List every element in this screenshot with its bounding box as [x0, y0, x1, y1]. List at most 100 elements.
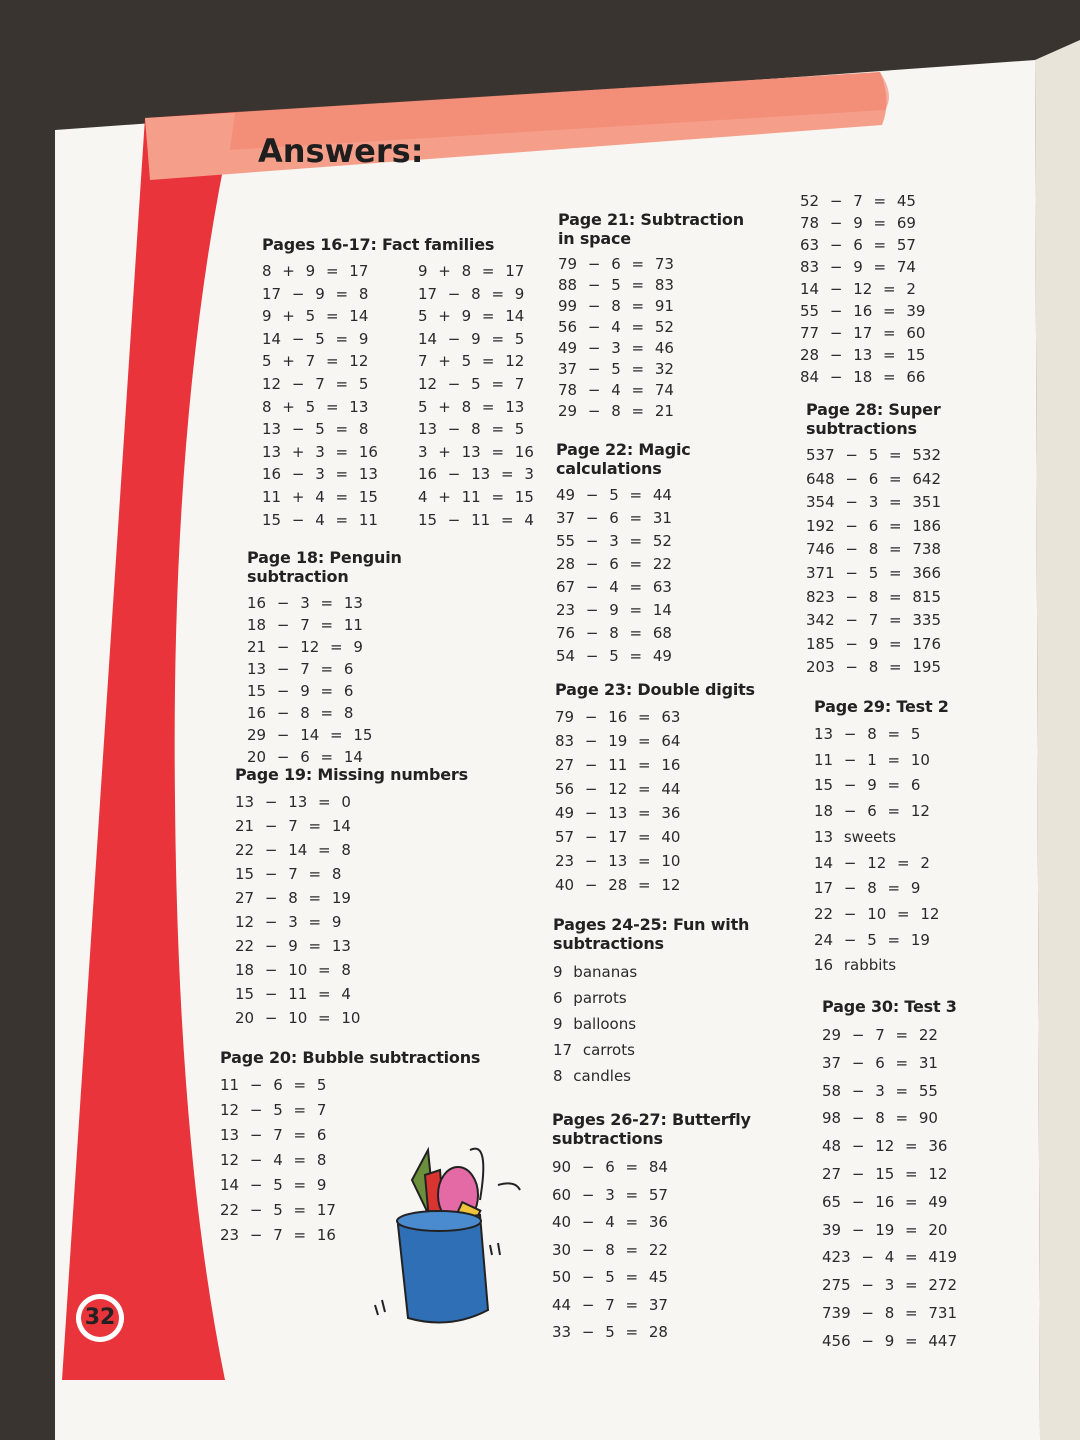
next-page — [1035, 40, 1080, 1440]
answer-line: 44 − 7 = 37 — [552, 1295, 668, 1314]
answer-section: 52 − 7 = 45 78 − 9 = 69 63 − 6 = 57 83 − 9 … — [800, 190, 1000, 388]
answer-line: 17 − 9 = 8 — [262, 284, 369, 303]
answer-line: 371 − 5 = 366 — [806, 563, 942, 582]
answer-line: 39 − 19 = 20 — [822, 1220, 948, 1239]
answer-line: 37 − 5 = 32 — [558, 360, 674, 378]
answer-line: 37 − 6 = 31 — [556, 509, 672, 527]
answer-line: 29 − 7 = 22 — [822, 1026, 938, 1044]
answer-line: 13 − 8 = 5 — [417, 420, 525, 439]
answer-line: 56 − 4 = 52 — [558, 318, 674, 336]
answer-line: 98 − 8 = 90 — [822, 1109, 938, 1128]
answer-section: Page 21: Subtraction in space 79 − 6 = 73… — [558, 210, 748, 422]
answer-line: 33 − 5 = 28 — [552, 1323, 668, 1341]
answer-line: 21 − 12 = 9 — [247, 638, 363, 656]
answer-line: 78 − 4 = 74 — [558, 381, 674, 399]
answer-line: 28 − 13 = 15 — [800, 346, 926, 364]
answer-line: 22 − 9 = 13 — [235, 937, 351, 955]
answer-section: Page 19: Missing numbers 13 − 13 = 0 21 − … — [235, 765, 495, 1030]
answer-line: 27 − 8 = 19 — [235, 889, 351, 907]
answer-line: 275 − 3 = 272 — [822, 1276, 958, 1295]
section-title: Page 18: Penguin subtraction — [247, 548, 402, 586]
answer-line: 746 − 8 = 738 — [806, 540, 942, 559]
answer-line: 12 − 4 = 8 — [220, 1151, 327, 1169]
answer-section: Page 22: Magic calculations 49 − 5 = 44 37… — [556, 440, 726, 668]
answer-line: 14 − 5 = 9 — [262, 329, 369, 348]
answer-line: 192 − 6 = 186 — [806, 516, 942, 535]
answer-line: 84 − 18 = 66 — [800, 368, 926, 386]
answer-line: 22 − 14 = 8 — [235, 841, 351, 859]
answer-line: 63 − 6 = 57 — [800, 236, 916, 254]
answer-line: 14 − 9 = 5 — [417, 329, 525, 348]
section-title: Page 23: Double digits — [555, 680, 755, 699]
section-title: Pages 24-25: Fun with subtractions — [553, 915, 750, 953]
answer-line: 17 carrots — [553, 1041, 635, 1059]
answer-line: 7 + 5 = 12 — [417, 352, 525, 371]
section-title: Page 29: Test 2 — [814, 697, 949, 716]
answer-line: 49 − 3 = 46 — [558, 339, 674, 357]
section-title: Page 19: Missing numbers — [235, 765, 468, 784]
section-title: Page 28: Super subtractions — [806, 400, 941, 438]
answer-line: 54 − 5 = 49 — [556, 647, 672, 665]
answer-line: 5 + 9 = 14 — [417, 307, 525, 326]
answer-section: Page 20: Bubble subtractions 11 − 6 = 5 12… — [220, 1048, 500, 1248]
answer-line: 15 − 11 = 4 — [417, 510, 534, 529]
answer-line: 11 − 6 = 5 — [220, 1076, 327, 1094]
answer-section: Page 28: Super subtractions 537 − 5 = 532… — [806, 400, 966, 680]
answer-line: 185 − 9 = 176 — [806, 634, 942, 653]
answer-line: 60 − 3 = 57 — [552, 1185, 668, 1204]
section-title: Page 30: Test 3 — [822, 997, 957, 1016]
answer-section: Page 29: Test 2 13 − 8 = 5 11 − 1 = 10 15 −… — [814, 697, 984, 979]
answer-line: 14 − 5 = 9 — [220, 1176, 327, 1194]
answer-line: 8 + 5 = 13 — [262, 397, 369, 416]
answer-line: 13 − 7 = 6 — [220, 1126, 327, 1144]
answer-line: 537 − 5 = 532 — [806, 446, 942, 464]
answer-line: 83 − 9 = 74 — [800, 258, 916, 276]
answer-line: 40 − 28 = 12 — [555, 876, 681, 894]
section-title: Pages 16-17: Fact families — [262, 235, 495, 254]
answer-line: 9 balloons — [553, 1015, 637, 1033]
answer-line: 79 − 6 = 73 — [558, 255, 674, 273]
answer-line: 16 − 3 = 13 — [247, 594, 363, 612]
answer-line: 17 − 8 = 9 — [417, 284, 525, 303]
answer-line: 342 − 7 = 335 — [806, 611, 942, 630]
page-number: 32 — [84, 1305, 116, 1330]
answer-line: 12 − 3 = 9 — [235, 913, 342, 931]
answer-column: 9 + 8 = 17 17 − 8 = 9 5 + 9 = 14 14 − 9 = 5… — [418, 260, 534, 531]
answer-line: 90 − 6 = 84 — [552, 1158, 668, 1176]
answer-line: 22 − 10 = 12 — [814, 904, 940, 923]
answer-line: 56 − 12 = 44 — [555, 780, 681, 798]
answer-line: 29 − 8 = 21 — [558, 402, 674, 420]
answer-line: 88 − 5 = 83 — [558, 276, 674, 294]
answer-line: 823 − 8 = 815 — [806, 587, 942, 606]
answer-line: 456 − 9 = 447 — [822, 1331, 958, 1350]
section-title: Pages 26-27: Butterfly subtractions — [552, 1110, 751, 1148]
answer-line: 648 − 6 = 642 — [806, 469, 942, 488]
answer-line: 13 − 7 = 6 — [247, 660, 354, 678]
answer-line: 8 candles — [553, 1067, 631, 1085]
answer-line: 20 − 10 = 10 — [235, 1009, 361, 1027]
answer-line: 15 − 9 = 6 — [814, 776, 921, 795]
answer-line: 27 − 15 = 12 — [822, 1164, 948, 1183]
answer-line: 9 + 5 = 14 — [262, 307, 369, 326]
answer-line: 79 − 16 = 63 — [555, 708, 681, 726]
answer-line: 23 − 9 = 14 — [556, 601, 672, 619]
answer-line: 16 − 3 = 13 — [262, 465, 378, 484]
answer-line: 4 + 11 = 15 — [417, 487, 534, 506]
answer-line: 20 − 6 = 14 — [247, 748, 363, 766]
answer-line: 9 + 8 = 17 — [417, 262, 525, 280]
header-bar-shade — [230, 72, 889, 150]
answer-line: 27 − 11 = 16 — [555, 756, 681, 774]
answer-line: 52 − 7 = 45 — [800, 192, 916, 210]
answer-line: 24 − 5 = 19 — [814, 930, 930, 949]
answer-line: 739 − 8 = 731 — [822, 1303, 958, 1322]
answer-line: 18 − 7 = 11 — [247, 616, 363, 634]
answer-line: 12 − 5 = 7 — [417, 374, 525, 393]
answer-line: 13 − 13 = 0 — [235, 793, 351, 811]
answer-line: 78 − 9 = 69 — [800, 214, 916, 232]
red-band — [62, 112, 235, 1380]
answer-line: 13 sweets — [814, 827, 897, 846]
answer-line: 21 − 7 = 14 — [235, 817, 351, 835]
answer-line: 15 − 11 = 4 — [235, 985, 351, 1003]
answer-section: Page 23: Double digits 79 − 16 = 63 83 − 1… — [555, 680, 775, 897]
